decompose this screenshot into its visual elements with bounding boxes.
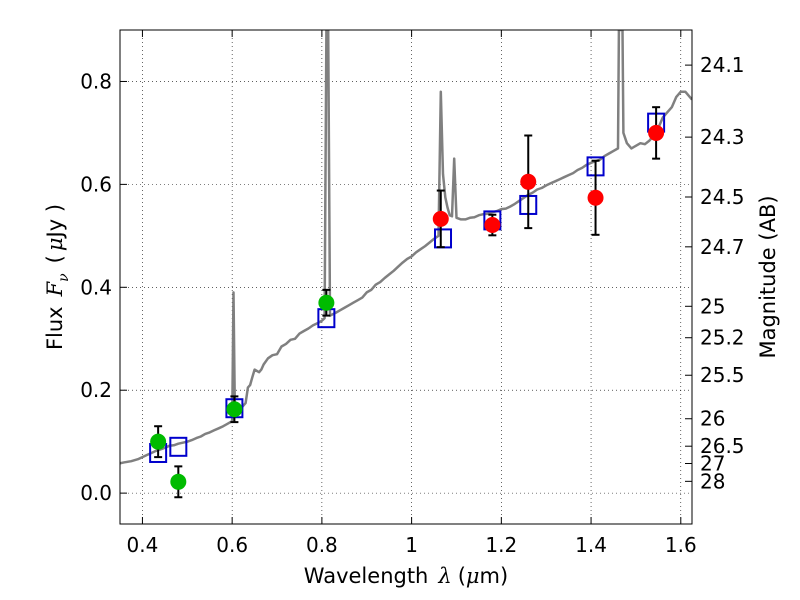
x-tick-label: 1.6 xyxy=(665,533,697,557)
nir-photometry-point xyxy=(520,173,537,190)
optical-photometry-point xyxy=(150,433,167,450)
x-axis-label: Wavelength λ (μm) xyxy=(304,564,508,588)
magnitude-tick-label: 26.5 xyxy=(700,434,745,458)
magnitude-tick-label: 28 xyxy=(700,469,725,493)
magnitude-tick-label: 27 xyxy=(700,452,725,476)
magnitude-tick-label: 26 xyxy=(700,407,725,431)
series-layer xyxy=(120,30,692,499)
x-tick-label: 1.4 xyxy=(575,533,607,557)
y-tick-label: 0.0 xyxy=(80,481,112,505)
y-tick-label: 0.4 xyxy=(80,275,112,299)
nir-photometry-point xyxy=(432,210,449,227)
nir-photometry-point xyxy=(587,189,604,206)
nir-photometry-point xyxy=(484,217,501,234)
x-tick-label: 1 xyxy=(405,533,418,557)
magnitude-tick-label: 24.7 xyxy=(700,235,745,259)
model-flux-square xyxy=(169,436,188,457)
optical-photometry-point xyxy=(226,401,243,418)
plot-frame xyxy=(119,29,693,525)
x-tick-label: 1.2 xyxy=(485,533,517,557)
x-tick-label: 0.4 xyxy=(127,533,159,557)
optical-photometry-point xyxy=(318,294,335,311)
magnitude-tick-label: 24.1 xyxy=(700,53,745,77)
x-tick-label: 0.6 xyxy=(216,533,248,557)
nir-photometry-point xyxy=(648,124,665,141)
y-tick-label: 0.6 xyxy=(80,172,112,196)
magnitude-tick-label: 25.5 xyxy=(700,363,745,387)
y-tick-label: 0.2 xyxy=(80,378,112,402)
spectrum-line xyxy=(120,30,692,465)
y-tick-label: 0.8 xyxy=(80,69,112,93)
x-tick-label: 0.8 xyxy=(306,533,338,557)
magnitude-tick-label: 25.2 xyxy=(700,326,745,350)
magnitude-tick-label: 24.3 xyxy=(700,125,745,149)
optical-photometry-point xyxy=(170,473,187,490)
magnitude-tick-label: 25 xyxy=(700,294,725,318)
magnitude-tick-label: 24.5 xyxy=(700,185,745,209)
grid-lines xyxy=(120,30,692,524)
y-axis-label: FluxFν(μJy ) xyxy=(43,204,72,350)
magnitude-axis-label: Magnitude (AB) xyxy=(756,195,780,358)
axis-ticks: 0.4 0.6 0.8 1 1.2 1.4 1.6 0.0 0.2 0.4 0.6 0.8 24.1 24… xyxy=(80,30,745,557)
